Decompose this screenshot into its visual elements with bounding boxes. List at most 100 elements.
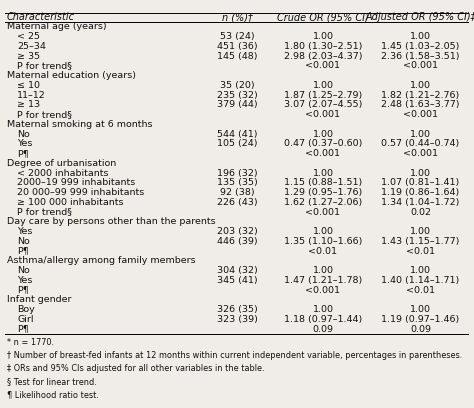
Text: <0.01: <0.01	[406, 246, 435, 255]
Text: Yes: Yes	[17, 140, 33, 149]
Text: 1.62 (1.27–2.06): 1.62 (1.27–2.06)	[284, 198, 362, 207]
Text: 304 (32): 304 (32)	[217, 266, 257, 275]
Text: Boy: Boy	[17, 305, 35, 314]
Text: 1.45 (1.03–2.05): 1.45 (1.03–2.05)	[381, 42, 460, 51]
Text: Day care by persons other than the parents: Day care by persons other than the paren…	[7, 217, 216, 226]
Text: ≥ 100 000 inhabitants: ≥ 100 000 inhabitants	[17, 198, 124, 207]
Text: 2.48 (1.63–3.77): 2.48 (1.63–3.77)	[381, 100, 460, 109]
Text: P¶: P¶	[17, 286, 29, 295]
Text: 105 (24): 105 (24)	[217, 140, 257, 149]
Text: ‡ ORs and 95% CIs adjusted for all other variables in the table.: ‡ ORs and 95% CIs adjusted for all other…	[7, 364, 264, 373]
Text: ≥ 35: ≥ 35	[17, 52, 40, 61]
Text: No: No	[17, 266, 30, 275]
Text: 1.15 (0.88–1.51): 1.15 (0.88–1.51)	[284, 178, 362, 187]
Text: 2000–19 999 inhabitants: 2000–19 999 inhabitants	[17, 178, 136, 187]
Text: 3.07 (2.07–4.55): 3.07 (2.07–4.55)	[284, 100, 362, 109]
Text: 203 (32): 203 (32)	[217, 227, 257, 236]
Text: 0.09: 0.09	[312, 325, 333, 334]
Text: <0.001: <0.001	[403, 110, 438, 119]
Text: 0.02: 0.02	[410, 208, 431, 217]
Text: 379 (44): 379 (44)	[217, 100, 257, 109]
Text: 0.09: 0.09	[410, 325, 431, 334]
Text: Girl: Girl	[17, 315, 34, 324]
Text: <0.001: <0.001	[403, 149, 438, 158]
Text: 326 (35): 326 (35)	[217, 305, 257, 314]
Text: 25–34: 25–34	[17, 42, 46, 51]
Text: 145 (48): 145 (48)	[217, 52, 257, 61]
Text: 1.43 (1.15–1.77): 1.43 (1.15–1.77)	[381, 237, 460, 246]
Text: 1.00: 1.00	[312, 81, 333, 90]
Text: 1.00: 1.00	[410, 81, 431, 90]
Text: < 25: < 25	[17, 32, 40, 41]
Text: 92 (38): 92 (38)	[219, 188, 255, 197]
Text: 1.00: 1.00	[312, 130, 333, 139]
Text: 1.87 (1.25–2.79): 1.87 (1.25–2.79)	[284, 91, 362, 100]
Text: 1.19 (0.97–1.46): 1.19 (0.97–1.46)	[382, 315, 460, 324]
Text: 345 (41): 345 (41)	[217, 276, 257, 285]
Text: Maternal smoking at 6 months: Maternal smoking at 6 months	[7, 120, 153, 129]
Text: P for trend§: P for trend§	[17, 110, 72, 119]
Text: P¶: P¶	[17, 246, 29, 255]
Text: 451 (36): 451 (36)	[217, 42, 257, 51]
Text: Crude OR (95% CI): Crude OR (95% CI)	[277, 13, 369, 22]
Text: 11–12: 11–12	[17, 91, 46, 100]
Text: Characteristic: Characteristic	[7, 13, 75, 22]
Text: 1.00: 1.00	[410, 32, 431, 41]
Text: 1.82 (1.21–2.76): 1.82 (1.21–2.76)	[382, 91, 460, 100]
Text: No: No	[17, 130, 30, 139]
Text: Infant gender: Infant gender	[7, 295, 72, 304]
Text: No: No	[17, 237, 30, 246]
Text: 1.00: 1.00	[410, 305, 431, 314]
Text: 1.07 (0.81–1.41): 1.07 (0.81–1.41)	[382, 178, 460, 187]
Text: 1.00: 1.00	[410, 227, 431, 236]
Text: 1.00: 1.00	[312, 32, 333, 41]
Text: <0.01: <0.01	[309, 246, 337, 255]
Text: 235 (32): 235 (32)	[217, 91, 257, 100]
Text: <0.001: <0.001	[305, 286, 340, 295]
Text: 544 (41): 544 (41)	[217, 130, 257, 139]
Text: 1.00: 1.00	[312, 169, 333, 177]
Text: 0.47 (0.37–0.60): 0.47 (0.37–0.60)	[284, 140, 362, 149]
Text: P¶: P¶	[17, 325, 29, 334]
Text: ¶ Likelihood ratio test.: ¶ Likelihood ratio test.	[7, 391, 99, 400]
Text: 135 (35): 135 (35)	[217, 178, 257, 187]
Text: Asthma/allergy among family members: Asthma/allergy among family members	[7, 256, 196, 265]
Text: 1.00: 1.00	[410, 130, 431, 139]
Text: n (%)†: n (%)†	[221, 13, 253, 22]
Text: 1.00: 1.00	[410, 169, 431, 177]
Text: Degree of urbanisation: Degree of urbanisation	[7, 159, 116, 168]
Text: 1.00: 1.00	[312, 227, 333, 236]
Text: ≥ 13: ≥ 13	[17, 100, 40, 109]
Text: † Number of breast-fed infants at 12 months within current independent variable,: † Number of breast-fed infants at 12 mon…	[7, 351, 462, 360]
Text: <0.001: <0.001	[403, 62, 438, 71]
Text: 0.57 (0.44–0.74): 0.57 (0.44–0.74)	[382, 140, 460, 149]
Text: 1.29 (0.95–1.76): 1.29 (0.95–1.76)	[284, 188, 362, 197]
Text: P¶: P¶	[17, 149, 29, 158]
Text: <0.001: <0.001	[305, 208, 340, 217]
Text: Maternal age (years): Maternal age (years)	[7, 22, 107, 31]
Text: < 2000 inhabitants: < 2000 inhabitants	[17, 169, 109, 177]
Text: 1.00: 1.00	[312, 266, 333, 275]
Text: <0.001: <0.001	[305, 110, 340, 119]
Text: Yes: Yes	[17, 227, 33, 236]
Text: Adjusted OR (95% CI)‡: Adjusted OR (95% CI)‡	[365, 13, 474, 22]
Text: <0.001: <0.001	[305, 62, 340, 71]
Text: 2.98 (2.03–4.37): 2.98 (2.03–4.37)	[283, 52, 362, 61]
Text: 35 (20): 35 (20)	[219, 81, 255, 90]
Text: 446 (39): 446 (39)	[217, 237, 257, 246]
Text: 1.47 (1.21–1.78): 1.47 (1.21–1.78)	[284, 276, 362, 285]
Text: P for trend§: P for trend§	[17, 208, 72, 217]
Text: <0.001: <0.001	[305, 149, 340, 158]
Text: 226 (43): 226 (43)	[217, 198, 257, 207]
Text: 1.19 (0.86–1.64): 1.19 (0.86–1.64)	[382, 188, 460, 197]
Text: 1.00: 1.00	[410, 266, 431, 275]
Text: 1.18 (0.97–1.44): 1.18 (0.97–1.44)	[284, 315, 362, 324]
Text: Yes: Yes	[17, 276, 33, 285]
Text: ≤ 10: ≤ 10	[17, 81, 40, 90]
Text: Maternal education (years): Maternal education (years)	[7, 71, 136, 80]
Text: 1.35 (1.10–1.66): 1.35 (1.10–1.66)	[284, 237, 362, 246]
Text: 1.34 (1.04–1.72): 1.34 (1.04–1.72)	[381, 198, 460, 207]
Text: * n = 1770.: * n = 1770.	[7, 338, 54, 347]
Text: § Test for linear trend.: § Test for linear trend.	[7, 377, 97, 386]
Text: P for trend§: P for trend§	[17, 62, 72, 71]
